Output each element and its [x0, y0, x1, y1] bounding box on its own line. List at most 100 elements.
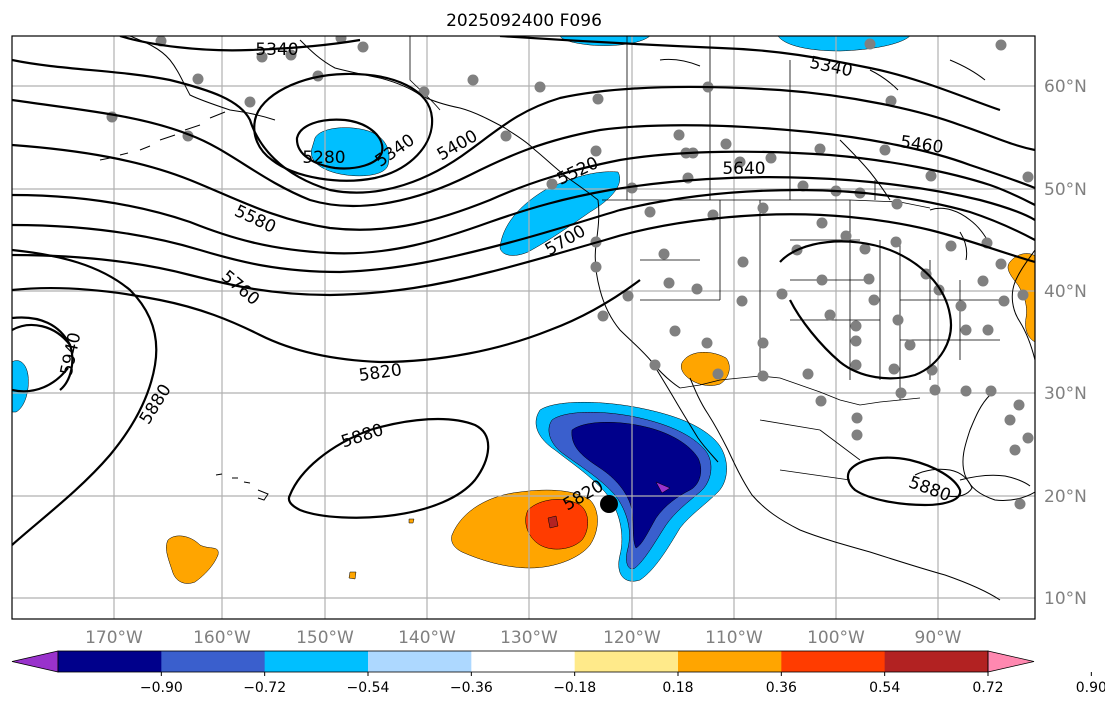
station-dot [467, 74, 479, 86]
colorbar-frame [57, 650, 989, 673]
station-dot [757, 202, 769, 214]
latitude-label: 10°N [1044, 589, 1087, 609]
cuba [959, 474, 1031, 487]
contour-label-5340-a: 5340 [255, 40, 298, 60]
station-dot [757, 337, 769, 349]
latitude-label: 50°N [1044, 180, 1087, 200]
station-dot [192, 73, 204, 85]
station-dot [534, 81, 546, 93]
contour-label-5280: 5280 [302, 148, 345, 168]
colorbar-tick-label: −0.54 [347, 680, 390, 696]
station-dot [644, 206, 656, 218]
station-dot [357, 41, 369, 53]
contour-5880-ridge [12, 248, 158, 546]
station-dot [851, 412, 863, 424]
hawaii-islands [215, 473, 269, 501]
great-lakes [929, 207, 991, 261]
station-dot [995, 39, 1007, 51]
colorbar-segment [678, 651, 782, 672]
longitude-label: 140°W [398, 628, 456, 648]
station-dot [816, 217, 828, 229]
station-dot [955, 300, 967, 312]
colorbar-segment [368, 651, 472, 672]
latitude-label: 30°N [1044, 384, 1087, 404]
station-dot [765, 152, 777, 164]
station-dot [945, 240, 957, 252]
station-dot [859, 243, 871, 255]
shade-pos-east-coast [1007, 253, 1035, 343]
colorbar: −0.90 −0.72 −0.54 −0.36 −0.18 0.18 0.36 0.54 0.7… [11, 650, 1105, 696]
station-dot [244, 96, 256, 108]
station-dot [1009, 444, 1021, 456]
colorbar-extend-low [11, 650, 59, 673]
contour-5940 [12, 323, 71, 393]
station-dot [995, 258, 1007, 270]
station-dot [960, 385, 972, 397]
station-dot [864, 38, 876, 50]
station-dot [904, 339, 916, 351]
colorbar-segment [884, 651, 989, 672]
lat-lon-grid [12, 36, 1035, 619]
station-markers [106, 36, 1034, 510]
station-dot [712, 368, 724, 380]
longitude-label: 110°W [705, 628, 763, 648]
longitude-labels: 170°W 160°W 150°W 140°W 130°W 120°W 110°W 100°W… [85, 628, 962, 648]
station-dot [985, 385, 997, 397]
shade-neg-mexico-072 [571, 422, 701, 549]
colorbar-tick-label: −0.18 [553, 680, 596, 696]
station-dot [737, 256, 749, 268]
colorbar-tick-label: 0.18 [662, 680, 693, 696]
contour-5580 [12, 176, 1035, 255]
station-dot [1022, 432, 1034, 444]
shade-neg-west-edge [12, 360, 29, 413]
station-dot [892, 314, 904, 326]
yucatan [914, 468, 973, 498]
contour-5400 [12, 58, 1035, 194]
shade-pos-south-hawaii [166, 535, 219, 584]
station-dot [895, 387, 907, 399]
colorbar-tick-label: −0.90 [140, 680, 183, 696]
station-dot [890, 236, 902, 248]
contour-5880-gulf [846, 456, 962, 507]
aleutians [99, 111, 226, 161]
colorbar-tick-label: −0.72 [243, 680, 286, 696]
arctic-islands [659, 59, 986, 91]
gulf-coast [962, 394, 1035, 501]
us-mexico-border [679, 375, 921, 406]
station-dot [669, 325, 681, 337]
longitude-label: 130°W [500, 628, 558, 648]
station-dot [851, 429, 863, 441]
station-dot [797, 180, 809, 192]
shade-pos-hawaii-east-072 [547, 515, 559, 529]
longitude-label: 150°W [296, 628, 354, 648]
colorbar-segment [161, 651, 266, 672]
station-dot [701, 337, 713, 349]
colorbar-segment [264, 651, 369, 672]
political-borders [409, 36, 1000, 481]
colorbar-tick-label: −0.36 [450, 680, 493, 696]
station-dot [663, 277, 675, 289]
station-dot [925, 170, 937, 182]
colorbar-tick-label: 0.36 [766, 680, 797, 696]
station-dot [885, 95, 897, 107]
contour-5460 [12, 98, 1035, 208]
station-dot [850, 320, 862, 332]
shade-neg-canada-top [777, 36, 911, 52]
station-dot [888, 363, 900, 375]
map-frame [11, 35, 1036, 620]
station-dot [649, 359, 661, 371]
station-dot [500, 130, 512, 142]
contour-5340-low [253, 72, 434, 182]
station-dot [982, 324, 994, 336]
station-dot [673, 129, 685, 141]
latitude-labels: 60°N 50°N 40°N 30°N 20°N 10°N [1044, 77, 1087, 609]
colorbar-segment [58, 651, 162, 672]
longitude-label: 90°W [915, 628, 962, 648]
longitude-label: 170°W [85, 628, 143, 648]
station-dot [256, 51, 268, 63]
station-dot [691, 283, 703, 295]
station-dot [776, 288, 788, 300]
colorbar-tick-label: 0.72 [972, 680, 1003, 696]
station-dot [1022, 171, 1034, 183]
